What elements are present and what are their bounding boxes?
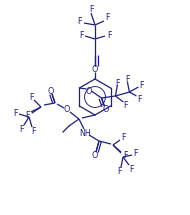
Text: O: O [48,88,54,97]
Text: F: F [77,17,81,26]
Text: F: F [123,152,127,161]
Text: O: O [92,152,98,161]
Text: O: O [64,106,70,115]
Text: F: F [29,94,33,103]
Text: F: F [107,31,111,40]
Text: F: F [125,75,130,83]
Text: F: F [133,149,137,158]
Text: F: F [115,78,120,88]
Text: NH: NH [79,129,91,138]
Text: F: F [123,101,128,111]
Text: F: F [19,126,23,135]
Text: F: F [13,109,17,118]
Text: F: F [139,80,144,89]
Text: O: O [85,86,92,95]
Text: F: F [31,127,35,137]
Text: F: F [137,95,142,103]
Text: F: F [89,6,93,14]
Text: F: F [25,112,29,120]
Text: F: F [79,31,83,40]
Text: F: F [129,166,133,175]
Text: F: F [105,14,109,23]
Text: F: F [117,167,121,177]
Text: F: F [121,134,125,143]
Text: O: O [92,66,98,75]
Text: O: O [102,106,109,115]
